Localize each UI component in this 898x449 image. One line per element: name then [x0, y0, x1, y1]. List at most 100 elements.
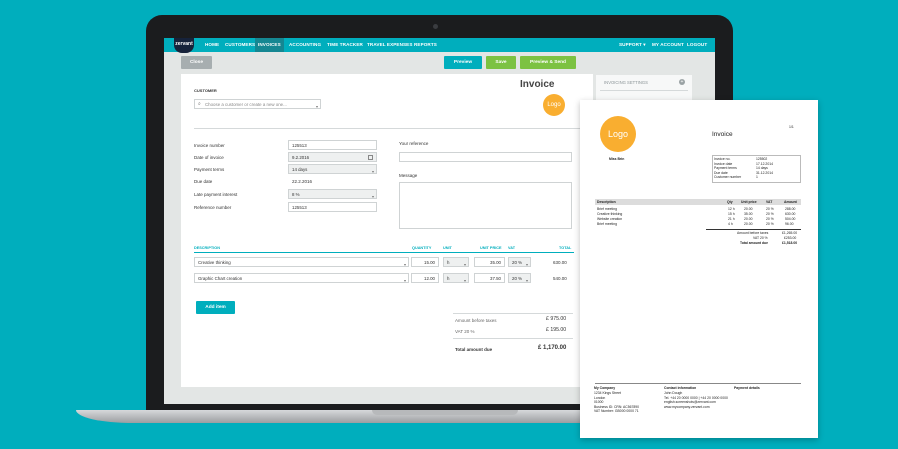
late-interest-select[interactable]: 8 % ▾ — [288, 189, 377, 199]
your-reference-input[interactable] — [399, 152, 572, 162]
save-button[interactable]: Save — [486, 56, 516, 69]
add-icon[interactable]: + — [679, 79, 685, 85]
paper-total-value: £1,265.00 — [782, 231, 798, 235]
before-taxes-label: Amount before taxes — [455, 318, 497, 323]
nav-invoices[interactable]: INVOICES — [255, 38, 284, 52]
row-total: 630.00 — [553, 260, 567, 265]
row-vat-select[interactable]: 20 % ▾ — [508, 257, 531, 267]
vat-value: £ 195.00 — [546, 327, 567, 333]
add-item-button[interactable]: Add item — [196, 301, 235, 314]
paper-logo: Logo — [600, 116, 636, 152]
footer-company-title: My Company — [594, 386, 616, 390]
invoice-date-value: 9.2.2016 — [292, 155, 310, 160]
nav-support[interactable]: SUPPORT ▾ — [619, 42, 646, 47]
chevron-down-icon: ▾ — [371, 194, 374, 199]
paper-row-amount: 504.00 — [785, 217, 796, 221]
footer-company-line: Business ID: CRN: AC567890 — [594, 404, 640, 409]
chevron-down-icon: ▾ — [315, 104, 318, 109]
meta-value: 31.12.2014 — [756, 170, 773, 175]
col-unit-price: UNIT PRICE — [480, 246, 502, 250]
paper-row-vat: 20 % — [766, 217, 774, 221]
meta-value: 17.12.2014 — [756, 161, 773, 166]
col-vat: VAT — [508, 246, 516, 250]
reference-number-input[interactable]: 125513 — [288, 202, 377, 212]
row-quantity-input[interactable]: 12.00 — [411, 273, 439, 283]
nav-logout[interactable]: LOGOUT — [687, 42, 708, 47]
nav-time-tracker[interactable]: TIME TRACKER — [327, 42, 363, 47]
chevron-down-icon: ▾ — [371, 169, 374, 174]
col-quantity: QUANTITY — [412, 246, 432, 250]
message-label: Message — [399, 173, 418, 178]
row-unit-select[interactable]: h ▾ — [443, 273, 469, 283]
table-header-line — [194, 252, 574, 253]
nav-travel-expenses[interactable]: TRAVEL EXPENSES — [367, 42, 413, 47]
invoicing-settings-label[interactable]: INVOICING SETTINGS — [604, 80, 648, 85]
paper-row-qty: 12 h — [728, 207, 735, 211]
meta-value: 125502 — [756, 157, 768, 161]
paper-col: Description — [597, 200, 616, 204]
due-date-value: 22.2.2016 — [292, 179, 313, 184]
total-due-value: £ 1,170.00 — [538, 345, 567, 351]
row-price-input[interactable]: 37.50 — [474, 273, 505, 283]
col-description: DESCRIPTION — [194, 246, 220, 250]
calendar-icon[interactable] — [368, 155, 373, 160]
paper-footer-line — [595, 383, 801, 384]
paper-page-number: 1/1 — [789, 125, 794, 129]
nav-customers[interactable]: CUSTOMERS — [225, 42, 256, 47]
paper-total-label: VAT 20 % — [753, 236, 768, 240]
col-total: TOTAL — [559, 246, 572, 250]
side-divider — [600, 90, 688, 91]
payment-terms-select[interactable]: 14 days ▾ — [288, 164, 377, 174]
printed-invoice: Logo Invoice 1/1 Miss Brin Invoice no. 1… — [580, 100, 818, 438]
payment-terms-value: 14 days — [292, 167, 308, 172]
message-textarea[interactable] — [399, 182, 572, 229]
nav-home[interactable]: HOME — [205, 42, 220, 47]
footer-contact-line: english.screenshots@zervant.com — [664, 400, 716, 404]
paper-row-desc: Website creation — [597, 217, 623, 221]
search-icon: ⌕ — [198, 101, 201, 107]
row-price-input[interactable]: 35.00 — [474, 257, 505, 267]
row-description-select[interactable]: Creative thinking ▾ — [194, 257, 409, 267]
invoice-date-input[interactable]: 9.2.2016 — [288, 152, 377, 162]
nav-my-account[interactable]: MY ACCOUNT — [652, 42, 684, 47]
paper-table-header — [595, 199, 801, 205]
paper-row-price: 35.00 — [744, 212, 753, 216]
preview-send-button[interactable]: Preview & Send — [520, 56, 576, 69]
row-vat-select[interactable]: 20 % ▾ — [508, 273, 531, 283]
col-unit: UNIT — [443, 246, 452, 250]
row-description-select[interactable]: Graphic Chart creation ▾ — [194, 273, 409, 283]
row-description: Graphic Chart creation — [198, 276, 243, 281]
row-quantity-input[interactable]: 15.00 — [411, 257, 439, 267]
logo-placeholder[interactable]: Logo — [543, 94, 565, 116]
nav-accounting[interactable]: ACCOUNTING — [289, 42, 322, 47]
customer-select[interactable]: ⌕ Choose a customer or create a new one.… — [194, 99, 321, 109]
chevron-down-icon: ▾ — [403, 262, 406, 267]
paper-title: Invoice — [712, 131, 733, 138]
preview-button[interactable]: Preview — [444, 56, 482, 69]
meta-label: Invoice date — [714, 161, 733, 166]
row-unit-select[interactable]: h ▾ — [443, 257, 469, 267]
paper-row-desc: Brief meeting — [597, 207, 617, 211]
paper-row-amount: 630.00 — [785, 212, 796, 216]
meta-value: 1 — [756, 175, 758, 179]
late-interest-label: Late payment interest — [194, 192, 238, 197]
footer-company-line: 01000 — [594, 400, 604, 404]
your-reference-label: Your reference — [399, 141, 429, 146]
paper-col: Unit price — [741, 200, 757, 204]
payment-terms-label: Payment terms — [194, 167, 225, 172]
invoice-editor: Invoice Logo CUSTOMER ⌕ Choose a custome… — [181, 74, 593, 387]
footer-payment-title: Payment details — [734, 386, 760, 390]
section-divider — [194, 128, 580, 129]
chevron-down-icon: ▾ — [463, 278, 466, 283]
totals-divider — [453, 338, 573, 339]
row-vat: 20 % — [512, 260, 523, 265]
top-navigation: zervant HOME CUSTOMERS INVOICES ACCOUNTI… — [164, 38, 715, 53]
nav-reports[interactable]: REPORTS — [414, 42, 437, 47]
paper-total-label: Amount before taxes — [737, 231, 769, 235]
app-logo[interactable]: zervant — [174, 38, 194, 53]
close-button[interactable]: Close — [181, 56, 212, 69]
paper-row-qty: 4 h — [728, 222, 733, 226]
invoice-number-input[interactable]: 125513 — [288, 140, 377, 150]
paper-row-amount: 288.00 — [785, 207, 796, 211]
reference-number-label: Reference number — [194, 205, 232, 210]
